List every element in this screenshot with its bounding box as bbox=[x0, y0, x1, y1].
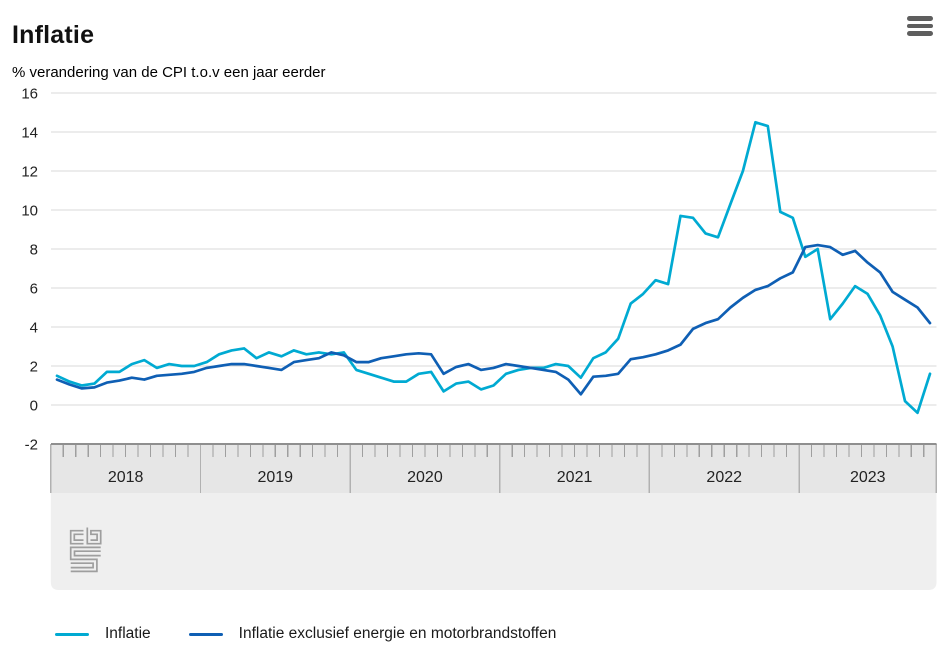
y-tick-label: 16 bbox=[21, 86, 38, 103]
y-tick-label: 2 bbox=[30, 359, 38, 376]
year-label-2023: 2023 bbox=[850, 469, 886, 486]
x-axis-ticks bbox=[50, 444, 937, 493]
page-title: Inflatie bbox=[12, 20, 95, 49]
y-axis-labels: 16 14 12 10 8 6 4 2 0 -2 bbox=[21, 86, 38, 454]
menu-bar bbox=[907, 23, 933, 28]
menu-bar bbox=[907, 31, 933, 36]
legend-item-2[interactable]: Inflatie exclusief energie en motorbrand… bbox=[188, 625, 557, 643]
x-axis-band bbox=[50, 444, 937, 493]
y-tick-label: 6 bbox=[30, 281, 38, 298]
hamburger-menu-icon[interactable] bbox=[907, 16, 933, 36]
cbs-logo bbox=[69, 527, 102, 573]
legend-label: Inflatie bbox=[105, 625, 151, 642]
cbs-logo-path bbox=[73, 533, 84, 541]
series-line-inflatie-exclusief-energie-en-motorbrandstoffen bbox=[55, 243, 932, 396]
chart-subtitle: % verandering van de CPI t.o.v een jaar … bbox=[12, 64, 326, 81]
year-label-2020: 2020 bbox=[407, 469, 443, 486]
series-line-inflatie bbox=[55, 120, 932, 415]
y-tick-label: 14 bbox=[21, 125, 38, 142]
chart-legend: Inflatie Inflatie exclusief energie en mo… bbox=[55, 625, 556, 643]
year-label-2022: 2022 bbox=[706, 469, 742, 486]
legend-label: Inflatie exclusief energie en motorbrand… bbox=[238, 625, 557, 642]
year-label-2019: 2019 bbox=[257, 469, 293, 486]
cbs-logo-path bbox=[73, 550, 101, 557]
y-tick-label: 8 bbox=[30, 242, 38, 259]
cbs-logo-path bbox=[69, 529, 84, 545]
cbs-logo-path bbox=[69, 546, 101, 573]
year-label-2021: 2021 bbox=[557, 469, 593, 486]
legend-swatch-icon bbox=[55, 632, 89, 636]
y-tick-label: 0 bbox=[30, 398, 38, 415]
year-label-2018: 2018 bbox=[108, 469, 144, 486]
x-axis-labels: 2018 2019 2020 2021 2022 2023 bbox=[108, 469, 886, 486]
chart-footer-panel bbox=[50, 493, 937, 590]
y-tick-label: -2 bbox=[25, 437, 38, 454]
legend-item-1[interactable]: Inflatie bbox=[55, 625, 151, 643]
legend-swatch-icon bbox=[188, 632, 223, 636]
y-tick-label: 4 bbox=[30, 320, 38, 337]
cbs-logo-path bbox=[70, 562, 94, 569]
cbs-logo-path bbox=[86, 527, 102, 545]
menu-bar bbox=[907, 16, 933, 21]
y-tick-label: 10 bbox=[21, 203, 38, 220]
y-tick-label: 12 bbox=[21, 164, 38, 181]
